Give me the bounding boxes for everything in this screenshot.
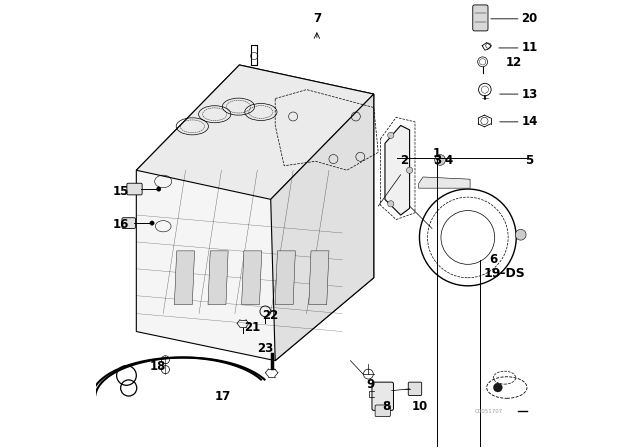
Text: 7: 7	[313, 12, 321, 26]
FancyBboxPatch shape	[473, 5, 488, 31]
Text: 1: 1	[433, 146, 440, 160]
Polygon shape	[309, 251, 329, 305]
FancyBboxPatch shape	[127, 183, 142, 195]
Text: 16: 16	[113, 218, 129, 232]
Circle shape	[150, 221, 154, 225]
Polygon shape	[275, 251, 296, 305]
Text: 21: 21	[244, 321, 260, 335]
Circle shape	[157, 187, 161, 191]
Text: 15: 15	[113, 185, 129, 198]
Polygon shape	[136, 65, 374, 361]
Text: 14: 14	[522, 115, 538, 129]
Text: 18: 18	[150, 360, 166, 373]
Text: 3: 3	[433, 154, 442, 167]
Text: 9: 9	[366, 378, 374, 391]
Circle shape	[388, 132, 394, 138]
Text: C0051707: C0051707	[476, 409, 504, 414]
Text: 19-DS: 19-DS	[484, 267, 525, 280]
Text: 6: 6	[489, 253, 497, 267]
FancyBboxPatch shape	[375, 405, 390, 417]
Circle shape	[435, 155, 445, 165]
Text: 10: 10	[412, 400, 428, 414]
Text: 23: 23	[257, 342, 273, 355]
Circle shape	[388, 201, 394, 207]
Circle shape	[515, 229, 526, 240]
FancyBboxPatch shape	[408, 382, 422, 396]
Text: 13: 13	[522, 87, 538, 101]
Text: 5: 5	[525, 154, 534, 167]
Polygon shape	[241, 251, 262, 305]
Polygon shape	[271, 94, 374, 361]
FancyBboxPatch shape	[372, 382, 394, 410]
FancyBboxPatch shape	[122, 218, 136, 228]
Text: 17: 17	[214, 390, 230, 403]
Polygon shape	[419, 177, 470, 188]
Text: 12: 12	[506, 56, 522, 69]
Text: 20: 20	[522, 12, 538, 26]
Polygon shape	[208, 251, 228, 305]
Text: 8: 8	[382, 400, 390, 414]
Polygon shape	[136, 65, 374, 199]
Text: 11: 11	[522, 40, 538, 54]
Circle shape	[493, 383, 502, 392]
Text: 2: 2	[400, 154, 408, 167]
Text: 4: 4	[445, 154, 453, 167]
Polygon shape	[174, 251, 195, 305]
Circle shape	[406, 167, 413, 173]
Text: 22: 22	[262, 309, 279, 323]
Polygon shape	[385, 125, 410, 215]
